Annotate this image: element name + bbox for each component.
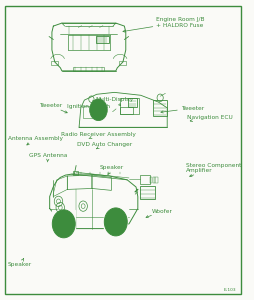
Bar xyxy=(51,61,58,65)
Circle shape xyxy=(90,99,107,121)
Text: Stereo Component
Amplifier: Stereo Component Amplifier xyxy=(186,163,242,177)
Text: Antenna Assembly: Antenna Assembly xyxy=(8,136,63,145)
Text: Engine Room J/B
+ HALDRO Fuse: Engine Room J/B + HALDRO Fuse xyxy=(123,17,205,32)
Bar xyxy=(73,171,78,175)
Text: Woofer: Woofer xyxy=(146,209,173,218)
Bar xyxy=(153,100,167,116)
Text: E-103: E-103 xyxy=(223,288,236,292)
Text: Tweeter: Tweeter xyxy=(39,103,67,113)
Bar xyxy=(96,36,109,43)
Bar xyxy=(120,107,133,114)
Polygon shape xyxy=(52,210,75,238)
Bar xyxy=(73,67,104,71)
Bar xyxy=(129,98,137,107)
Circle shape xyxy=(104,208,127,236)
Text: GPS Antenna: GPS Antenna xyxy=(29,154,67,162)
Bar xyxy=(155,177,158,183)
Text: Tweeter: Tweeter xyxy=(161,106,204,113)
Text: DVD Auto Changer: DVD Auto Changer xyxy=(77,142,132,149)
Bar xyxy=(153,177,155,183)
Bar xyxy=(84,106,99,118)
Bar xyxy=(119,61,126,65)
Text: Multi-Display: Multi-Display xyxy=(96,97,134,106)
Polygon shape xyxy=(50,174,138,229)
Circle shape xyxy=(52,210,75,238)
Bar xyxy=(140,175,150,184)
Bar xyxy=(150,177,152,183)
Text: Ignition Switch: Ignition Switch xyxy=(67,104,110,112)
Polygon shape xyxy=(104,208,127,236)
Text: Navigation ECU: Navigation ECU xyxy=(187,115,233,122)
Bar xyxy=(140,186,155,199)
Text: Radio Receiver Assembly: Radio Receiver Assembly xyxy=(61,132,136,139)
Bar xyxy=(120,98,139,114)
Text: Speaker: Speaker xyxy=(100,165,124,175)
Text: Speaker: Speaker xyxy=(8,259,32,267)
